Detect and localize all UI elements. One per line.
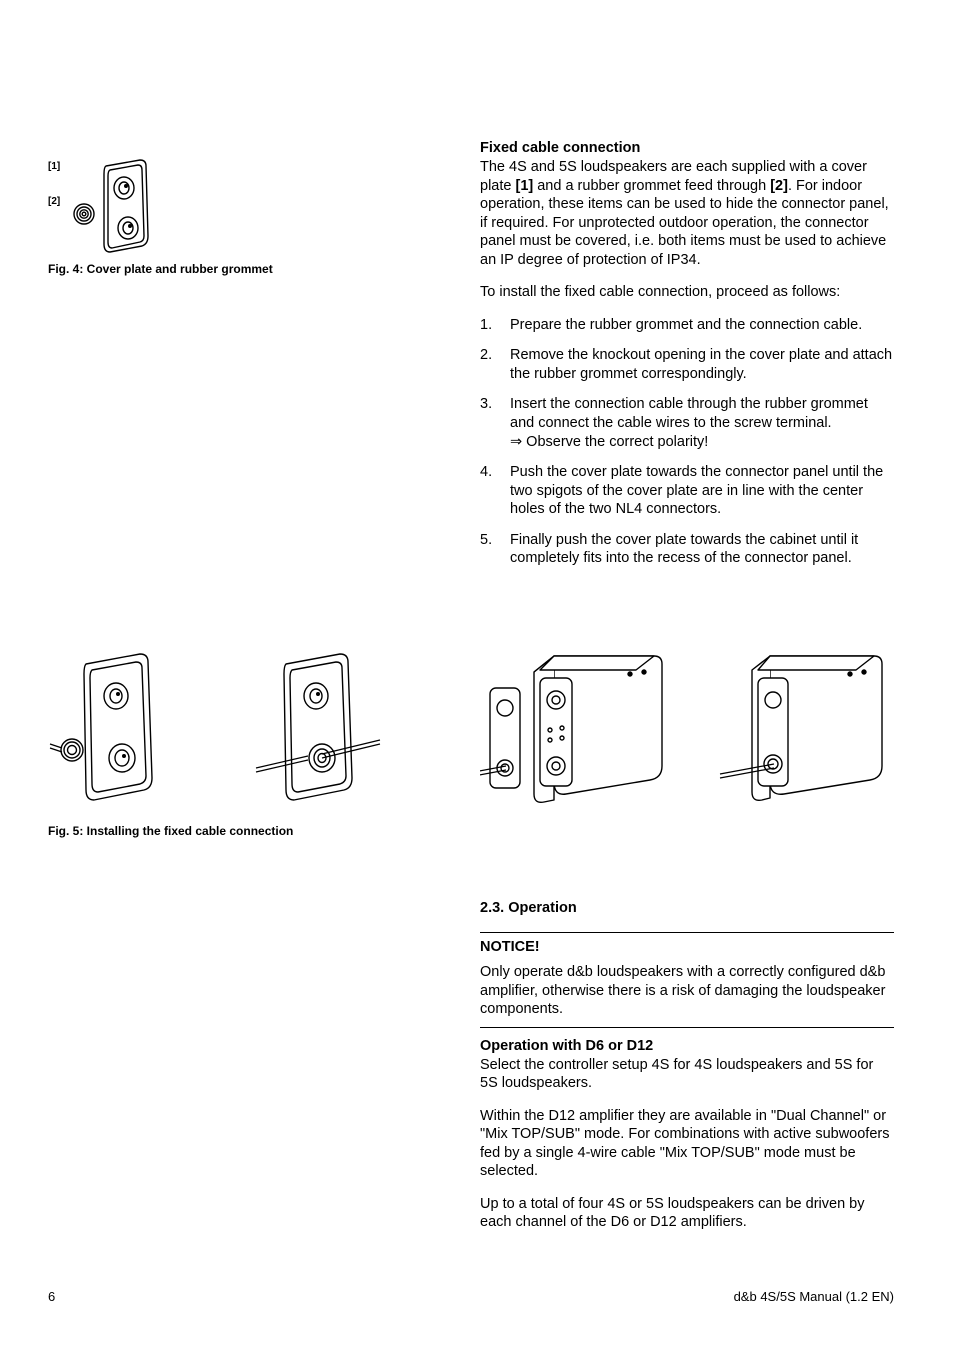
fig5-caption: Fig. 5: Installing the fixed cable conne… [48,824,448,838]
step-1: Prepare the rubber grommet and the conne… [480,316,894,335]
p1-ref1: [1] [515,178,533,194]
notice-rule-top [480,932,894,933]
steps-list: Prepare the rubber grommet and the conne… [480,316,894,568]
op-p2: Within the D12 amplifier they are availa… [480,1107,894,1181]
figure-5-right [480,648,894,808]
heading-d6d12: Operation with D6 or D12 [480,1038,894,1054]
notice-body: Only operate d&b loudspeakers with a cor… [480,963,894,1019]
op-p1: Select the controller setup 4S for 4S lo… [480,1056,894,1093]
fig4-caption: Fig. 4: Cover plate and rubber grommet [48,262,448,276]
para-fixed-2: To install the fixed cable connection, p… [480,283,894,302]
step-4: Push the cover plate towards the connect… [480,463,894,519]
fig4-ref2: [2] [48,196,60,207]
p1b: and a rubber grommet feed through [533,178,770,194]
step-3: Insert the connection cable through the … [480,395,894,451]
fig5-svg [48,648,388,818]
step-5: Finally push the cover plate towards the… [480,531,894,568]
heading-operation: 2.3. Operation [480,900,894,916]
section-fixed-cable: Fixed cable connection The 4S and 5S lou… [480,140,894,582]
notice-rule-bottom [480,1027,894,1028]
figure-4: [1] [2] Fig. 4: Cover plate and rubber g… [48,156,448,276]
page: [1] [2] Fig. 4: Cover plate and rubber g… [0,0,954,1350]
section-operation: 2.3. Operation NOTICE! Only operate d&b … [480,900,894,1246]
para-fixed-1: The 4S and 5S loudspeakers are each supp… [480,158,894,269]
notice-title: NOTICE! [480,939,894,955]
heading-fixed: Fixed cable connection [480,140,894,156]
step-3-arrow: ⇒ Observe the correct polarity! [510,434,708,450]
page-number: 6 [48,1289,55,1304]
fig4-ref1: [1] [48,161,60,172]
step-2: Remove the knockout opening in the cover… [480,346,894,383]
figure-5-left: Fig. 5: Installing the fixed cable conne… [48,648,448,838]
p1-ref2: [2] [770,178,788,194]
doc-id: d&b 4S/5S Manual (1.2 EN) [734,1289,894,1304]
footer: 6 d&b 4S/5S Manual (1.2 EN) [48,1289,894,1304]
fig4-svg [48,156,168,256]
step-3-text: Insert the connection cable through the … [510,396,868,431]
fig5b-svg [480,648,894,808]
op-p3: Up to a total of four 4S or 5S loudspeak… [480,1195,894,1232]
